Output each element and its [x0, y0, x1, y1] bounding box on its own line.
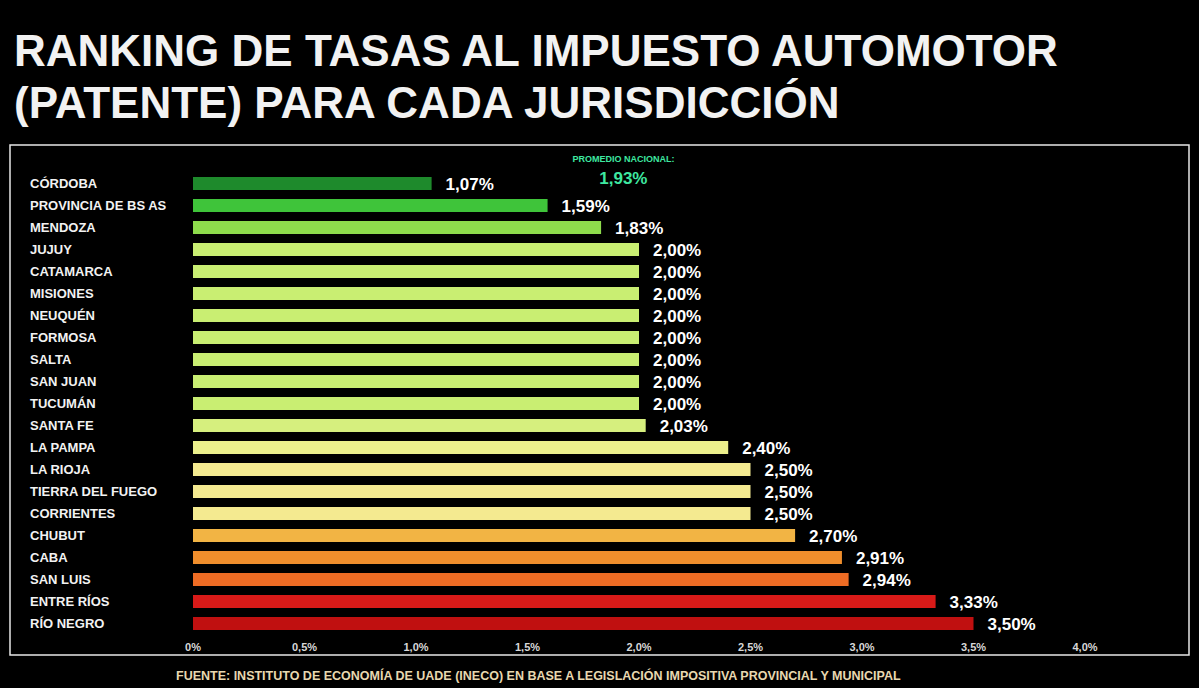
bar: [193, 551, 842, 564]
data-label: 2,00%: [653, 307, 701, 326]
bar: [193, 617, 974, 630]
source: FUENTE: INSTITUTO DE ECONOMÍA DE UADE (I…: [176, 668, 901, 683]
bar: [193, 397, 639, 410]
bar: [193, 331, 639, 344]
bar: [193, 221, 601, 234]
tick-label: 0,5%: [292, 641, 317, 653]
bar: [193, 353, 639, 366]
annotation-title: PROMEDIO NACIONAL:: [572, 154, 674, 164]
data-label: 2,50%: [765, 505, 813, 524]
tick-label: 2,5%: [738, 641, 763, 653]
bar: [193, 529, 795, 542]
panel-frame: [10, 145, 1189, 655]
bar: [193, 463, 751, 476]
bars: [193, 177, 974, 630]
tick-label: 3,0%: [849, 641, 874, 653]
bar: [193, 441, 728, 454]
category-label: TIERRA DEL FUEGO: [30, 484, 157, 499]
category-label: FORMOSA: [30, 330, 97, 345]
bar: [193, 243, 639, 256]
data-label: 2,70%: [809, 527, 857, 546]
chart: RANKING DE TASAS AL IMPUESTO AUTOMOTOR(P…: [0, 0, 1199, 688]
bar: [193, 485, 751, 498]
category-label: CATAMARCA: [30, 264, 113, 279]
data-label: 3,33%: [950, 593, 998, 612]
title: RANKING DE TASAS AL IMPUESTO AUTOMOTOR(P…: [14, 26, 1058, 127]
data-label: 2,91%: [856, 549, 904, 568]
bar: [193, 507, 751, 520]
tick-label: 1,0%: [403, 641, 428, 653]
category-label: CORRIENTES: [30, 506, 116, 521]
bar: [193, 309, 639, 322]
bar: [193, 177, 432, 190]
bar: [193, 375, 639, 388]
data-label: 2,00%: [653, 373, 701, 392]
tick-label: 0%: [185, 641, 201, 653]
data-label: 2,94%: [863, 571, 911, 590]
category-label: TUCUMÁN: [30, 396, 96, 411]
category-label: CABA: [30, 550, 68, 565]
category-label: ENTRE RÍOS: [30, 594, 110, 609]
category-label: LA RIOJA: [30, 462, 91, 477]
data-label: 2,03%: [660, 417, 708, 436]
bar: [193, 419, 646, 432]
data-label: 2,50%: [765, 461, 813, 480]
data-label: 1,59%: [562, 197, 610, 216]
tick-label: 4,0%: [1072, 641, 1097, 653]
tick-label: 3,5%: [961, 641, 986, 653]
data-label: 2,00%: [653, 285, 701, 304]
category-label: NEUQUÉN: [30, 308, 95, 323]
data-label: 3,50%: [988, 615, 1036, 634]
category-label: MENDOZA: [30, 220, 96, 235]
bar: [193, 265, 639, 278]
category-label: MISIONES: [30, 286, 94, 301]
bar: [193, 287, 639, 300]
data-label: 2,00%: [653, 351, 701, 370]
category-label: CHUBUT: [30, 528, 85, 543]
category-label: SAN LUIS: [30, 572, 91, 587]
background: [0, 0, 1199, 688]
category-label: CÓRDOBA: [30, 176, 98, 191]
category-label: SAN JUAN: [30, 374, 96, 389]
category-label: JUJUY: [30, 242, 72, 257]
bar: [193, 595, 936, 608]
tick-label: 2,0%: [626, 641, 651, 653]
bar: [193, 199, 548, 212]
data-label: 2,40%: [742, 439, 790, 458]
bar: [193, 573, 849, 586]
data-label: 2,00%: [653, 395, 701, 414]
data-label: 2,00%: [653, 329, 701, 348]
category-label: RÍO NEGRO: [30, 616, 104, 631]
category-label: SALTA: [30, 352, 72, 367]
data-label: 2,00%: [653, 241, 701, 260]
data-label: 1,83%: [615, 219, 663, 238]
category-label: PROVINCIA DE BS AS: [30, 198, 167, 213]
category-label: LA PAMPA: [30, 440, 96, 455]
annotation-value: 1,93%: [599, 169, 647, 188]
data-label: 2,50%: [765, 483, 813, 502]
tick-label: 1,5%: [515, 641, 540, 653]
data-label: 1,07%: [446, 175, 494, 194]
category-label: SANTA FE: [30, 418, 94, 433]
data-label: 2,00%: [653, 263, 701, 282]
